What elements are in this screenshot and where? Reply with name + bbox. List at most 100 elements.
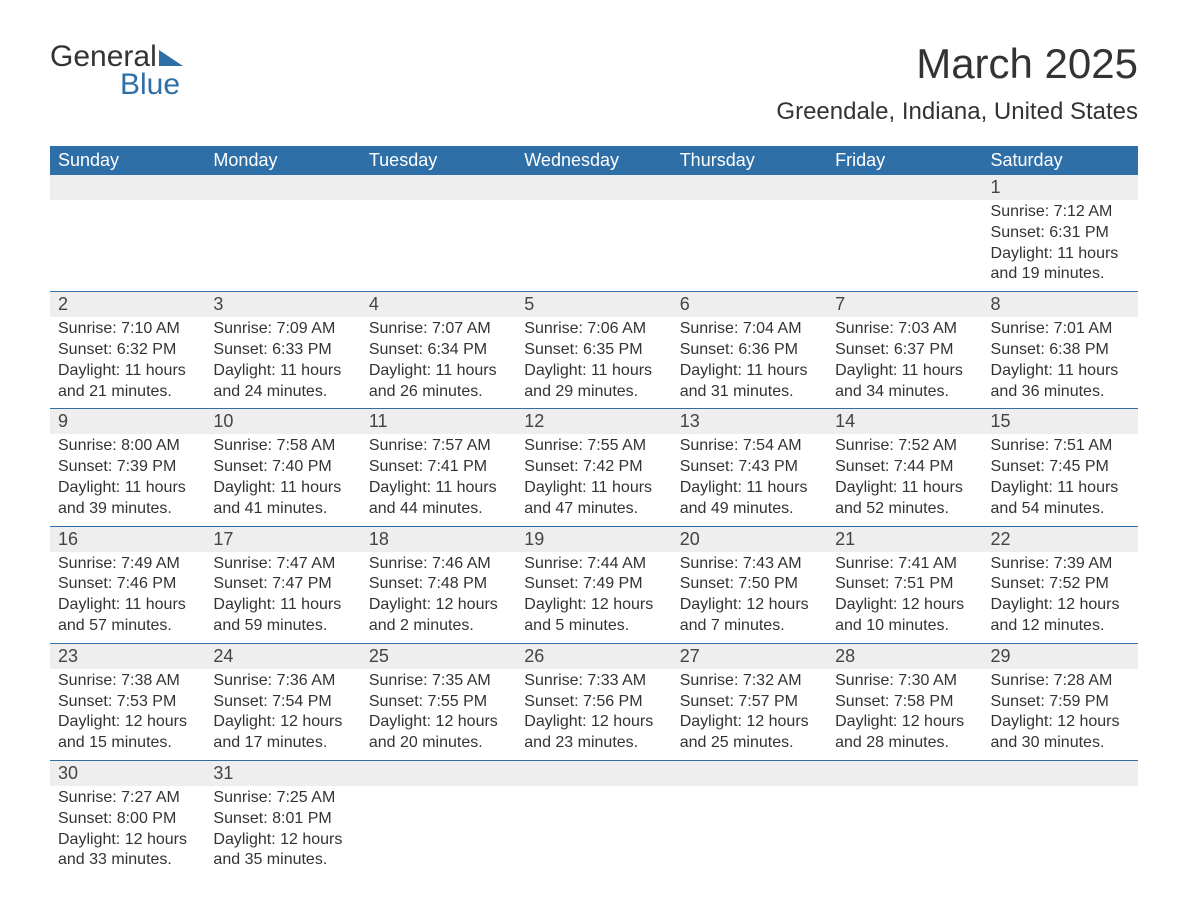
day-number: 9 [58, 411, 68, 431]
day-info-line: Daylight: 11 hours [991, 478, 1130, 499]
day-info-line: Sunset: 7:59 PM [991, 692, 1130, 713]
day-info-line: and 54 minutes. [991, 499, 1130, 520]
day-info-line: and 24 minutes. [213, 382, 352, 403]
day-number: 10 [213, 411, 233, 431]
day-data-cell: Sunrise: 7:12 AMSunset: 6:31 PMDaylight:… [983, 200, 1138, 292]
day-number: 14 [835, 411, 855, 431]
day-info-line: and 23 minutes. [524, 733, 663, 754]
day-data-cell: Sunrise: 7:33 AMSunset: 7:56 PMDaylight:… [516, 669, 671, 761]
day-number-cell: 3 [205, 292, 360, 318]
day-info-line: Sunrise: 7:07 AM [369, 319, 508, 340]
day-number-cell: 11 [361, 409, 516, 435]
day-info-line: and 21 minutes. [58, 382, 197, 403]
day-data-cell: Sunrise: 7:41 AMSunset: 7:51 PMDaylight:… [827, 552, 982, 644]
day-data-cell [361, 786, 516, 877]
day-number-cell: 22 [983, 526, 1138, 552]
day-info-line: Sunrise: 7:09 AM [213, 319, 352, 340]
day-data-cell: Sunrise: 7:36 AMSunset: 7:54 PMDaylight:… [205, 669, 360, 761]
day-number-cell: 25 [361, 643, 516, 669]
day-data-cell: Sunrise: 7:38 AMSunset: 7:53 PMDaylight:… [50, 669, 205, 761]
day-info-line: Daylight: 11 hours [991, 244, 1130, 265]
week-data-row: Sunrise: 7:49 AMSunset: 7:46 PM Daylight:… [50, 552, 1138, 644]
day-info-line: Daylight: 12 hours [213, 712, 352, 733]
day-info-line: Sunrise: 7:43 AM [680, 554, 819, 575]
day-info-line: Sunset: 7:46 PM [58, 574, 197, 595]
day-info-line: Daylight: 12 hours [680, 712, 819, 733]
day-data-cell: Sunrise: 7:51 AMSunset: 7:45 PMDaylight:… [983, 434, 1138, 526]
day-number-cell: 21 [827, 526, 982, 552]
day-number-cell [516, 760, 671, 786]
day-number-cell: 17 [205, 526, 360, 552]
day-number-cell: 18 [361, 526, 516, 552]
day-data-cell [672, 786, 827, 877]
day-info-line: Daylight: 11 hours [58, 478, 197, 499]
day-info-line: Sunset: 7:48 PM [369, 574, 508, 595]
day-info-line: and 7 minutes. [680, 616, 819, 637]
day-info-line: Daylight: 12 hours [991, 595, 1130, 616]
day-number: 1 [991, 177, 1001, 197]
day-data-cell [672, 200, 827, 292]
day-number-cell: 15 [983, 409, 1138, 435]
day-info-line: Daylight: 11 hours [213, 361, 352, 382]
day-info-line: Sunrise: 7:49 AM [58, 554, 197, 575]
day-info-line: Sunrise: 7:46 AM [369, 554, 508, 575]
day-info-line: Sunrise: 7:30 AM [835, 671, 974, 692]
day-number: 7 [835, 294, 845, 314]
week-date-row: 16171819202122 [50, 526, 1138, 552]
day-number-cell: 24 [205, 643, 360, 669]
day-info-line: and 34 minutes. [835, 382, 974, 403]
day-info-line: Daylight: 11 hours [991, 361, 1130, 382]
day-info-line: and 33 minutes. [58, 850, 197, 871]
day-number-cell: 19 [516, 526, 671, 552]
day-info-line: Sunset: 7:45 PM [991, 457, 1130, 478]
day-info-line: and 30 minutes. [991, 733, 1130, 754]
day-info-line: Sunset: 8:01 PM [213, 809, 352, 830]
day-info-line: Sunset: 6:34 PM [369, 340, 508, 361]
day-number: 5 [524, 294, 534, 314]
day-info-line: Sunset: 7:50 PM [680, 574, 819, 595]
day-number-cell: 29 [983, 643, 1138, 669]
day-info-line: Sunset: 6:32 PM [58, 340, 197, 361]
day-info-line: and 29 minutes. [524, 382, 663, 403]
day-info-line: Sunrise: 7:47 AM [213, 554, 352, 575]
day-info-line: Sunrise: 7:06 AM [524, 319, 663, 340]
week-data-row: Sunrise: 7:10 AMSunset: 6:32 PM Daylight:… [50, 317, 1138, 409]
day-info-line: Daylight: 12 hours [835, 712, 974, 733]
day-info-line: Daylight: 11 hours [835, 361, 974, 382]
day-info-line: Sunset: 7:44 PM [835, 457, 974, 478]
day-info-line: Sunset: 7:57 PM [680, 692, 819, 713]
day-data-cell [50, 200, 205, 292]
day-number: 6 [680, 294, 690, 314]
day-data-cell: Sunrise: 7:35 AMSunset: 7:55 PMDaylight:… [361, 669, 516, 761]
day-info-line: Sunrise: 7:58 AM [213, 436, 352, 457]
day-number-cell [827, 175, 982, 200]
week-data-row: Sunrise: 7:38 AMSunset: 7:53 PMDaylight:… [50, 669, 1138, 761]
day-data-cell: Sunrise: 7:10 AMSunset: 6:32 PMDaylight:… [50, 317, 205, 409]
day-info-line: Daylight: 11 hours [369, 361, 508, 382]
day-info-line: Sunrise: 7:10 AM [58, 319, 197, 340]
day-info-line: Sunrise: 7:33 AM [524, 671, 663, 692]
day-info-line: Sunset: 7:39 PM [58, 457, 197, 478]
day-data-cell [827, 786, 982, 877]
header: General Blue March 2025 Greendale, India… [50, 40, 1138, 126]
day-number: 18 [369, 529, 389, 549]
day-number: 25 [369, 646, 389, 666]
day-info-line: and 28 minutes. [835, 733, 974, 754]
day-number: 29 [991, 646, 1011, 666]
day-data-cell: Sunrise: 7:30 AMSunset: 7:58 PMDaylight:… [827, 669, 982, 761]
month-title: March 2025 [776, 40, 1138, 88]
logo-text-blue: Blue [120, 68, 180, 102]
day-header: Friday [827, 146, 982, 175]
day-data-cell: Sunrise: 7:01 AMSunset: 6:38 PMDaylight:… [983, 317, 1138, 409]
day-info-line: Daylight: 12 hours [58, 830, 197, 851]
day-number-cell: 26 [516, 643, 671, 669]
day-number-cell [827, 760, 982, 786]
day-number-cell [983, 760, 1138, 786]
day-info-line: and 35 minutes. [213, 850, 352, 871]
day-data-cell [983, 786, 1138, 877]
day-info-line: Sunset: 6:31 PM [991, 223, 1130, 244]
day-data-cell [361, 200, 516, 292]
day-number-cell: 6 [672, 292, 827, 318]
day-number: 22 [991, 529, 1011, 549]
day-info-line: and 44 minutes. [369, 499, 508, 520]
